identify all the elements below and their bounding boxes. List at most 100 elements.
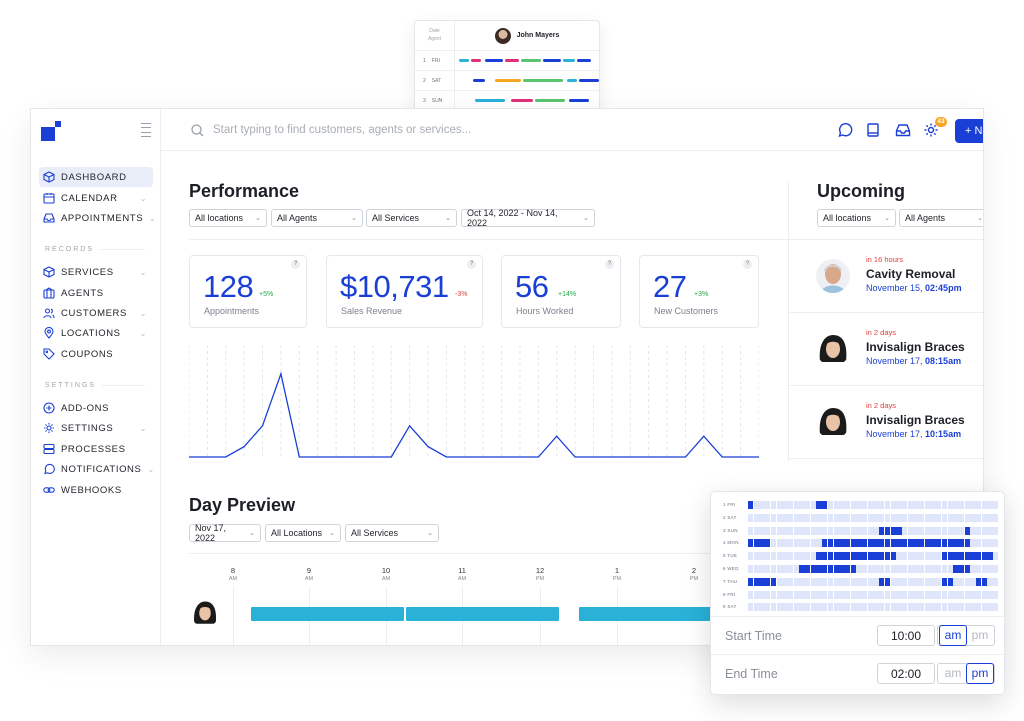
availability-slot[interactable] [993, 577, 999, 586]
availability-slot[interactable] [787, 501, 794, 509]
help-icon[interactable]: ? [291, 260, 300, 269]
availability-slot[interactable] [884, 552, 891, 561]
availability-slot[interactable] [839, 590, 845, 599]
availability-slot[interactable] [901, 539, 908, 548]
availability-slot[interactable] [782, 603, 788, 612]
availability-slot[interactable] [907, 552, 913, 561]
availability-slot[interactable] [822, 539, 828, 548]
availability-slot[interactable] [753, 552, 760, 561]
availability-slot[interactable] [873, 513, 879, 522]
availability-slot[interactable] [850, 539, 856, 548]
availability-slot[interactable] [958, 590, 965, 599]
availability-slot[interactable] [919, 603, 925, 612]
availability-slot[interactable] [981, 603, 988, 612]
availability-slot[interactable] [844, 603, 851, 612]
availability-slot[interactable] [816, 590, 822, 599]
availability-slot[interactable] [879, 526, 885, 535]
availability-slot[interactable] [964, 552, 970, 561]
availability-slot[interactable] [890, 501, 896, 509]
availability-slot[interactable] [810, 603, 817, 612]
availability-slot[interactable] [862, 552, 868, 561]
availability-slot[interactable] [799, 513, 805, 522]
availability-slot[interactable] [805, 552, 811, 561]
availability-slot[interactable] [879, 590, 885, 599]
availability-slot[interactable] [890, 552, 896, 561]
availability-slot[interactable] [862, 577, 868, 586]
availability-slot[interactable] [936, 501, 942, 509]
availability-slot[interactable] [976, 526, 982, 535]
availability-slot[interactable] [844, 552, 851, 561]
availability-slot[interactable] [879, 565, 885, 573]
availability-slot[interactable] [981, 577, 988, 586]
availability-slot[interactable] [953, 565, 959, 573]
availability-slot[interactable] [884, 501, 891, 509]
availability-slot[interactable] [827, 590, 834, 599]
availability-slot[interactable] [850, 513, 856, 522]
availability-slot[interactable] [993, 590, 999, 599]
availability-slot[interactable] [770, 526, 777, 535]
availability-slot[interactable] [901, 552, 908, 561]
availability-slot[interactable] [776, 539, 782, 548]
availability-slot[interactable] [873, 603, 879, 612]
availability-slot[interactable] [907, 590, 913, 599]
availability-slot[interactable] [867, 577, 874, 586]
availability-slot[interactable] [867, 513, 874, 522]
availability-slot[interactable] [970, 603, 976, 612]
upcoming-item[interactable]: in 2 days Invisalign Braces November 17,… [788, 313, 983, 386]
availability-slot[interactable] [770, 603, 777, 612]
availability-slot[interactable] [953, 577, 959, 586]
availability-slot[interactable] [953, 552, 959, 561]
availability-slot[interactable] [981, 590, 988, 599]
end-pm-toggle[interactable]: pm [966, 663, 994, 684]
availability-slot[interactable] [919, 501, 925, 509]
availability-slot[interactable] [833, 513, 839, 522]
availability-slot[interactable] [856, 501, 862, 509]
availability-slot[interactable] [839, 603, 845, 612]
availability-slot[interactable] [884, 603, 891, 612]
end-am-toggle[interactable]: am [944, 666, 962, 680]
availability-slot[interactable] [822, 577, 828, 586]
availability-slot[interactable] [805, 590, 811, 599]
availability-slot[interactable] [759, 590, 765, 599]
availability-slot[interactable] [936, 590, 942, 599]
availability-slot[interactable] [987, 539, 993, 548]
availability-slot[interactable] [907, 565, 913, 573]
availability-slot[interactable] [765, 526, 771, 535]
availability-slot[interactable] [759, 603, 765, 612]
availability-slot[interactable] [833, 526, 839, 535]
book-icon[interactable] [865, 122, 881, 138]
availability-slot[interactable] [970, 565, 976, 573]
availability-slot[interactable] [970, 577, 976, 586]
availability-slot[interactable] [862, 603, 868, 612]
availability-slot[interactable] [782, 565, 788, 573]
availability-slot[interactable] [759, 501, 765, 509]
availability-slot[interactable] [993, 539, 999, 548]
availability-slot[interactable] [913, 513, 919, 522]
availability-slot[interactable] [782, 513, 788, 522]
availability-slot[interactable] [799, 577, 805, 586]
availability-slot[interactable] [839, 526, 845, 535]
availability-slot[interactable] [793, 603, 799, 612]
availability-slot[interactable] [919, 526, 925, 535]
availability-slot[interactable] [867, 539, 874, 548]
availability-slot[interactable] [890, 590, 896, 599]
availability-slot[interactable] [958, 565, 965, 573]
availability-slot[interactable] [930, 590, 936, 599]
availability-slot[interactable] [924, 590, 931, 599]
availability-slot[interactable] [850, 590, 856, 599]
availability-slot[interactable] [787, 526, 794, 535]
availability-slot[interactable] [827, 603, 834, 612]
availability-slot[interactable] [748, 552, 754, 561]
availability-slot[interactable] [890, 565, 896, 573]
availability-slot[interactable] [765, 565, 771, 573]
availability-slot[interactable] [936, 577, 942, 586]
availability-slot[interactable] [913, 565, 919, 573]
availability-slot[interactable] [805, 603, 811, 612]
availability-slot[interactable] [765, 590, 771, 599]
availability-slot[interactable] [759, 552, 765, 561]
availability-slot[interactable] [913, 539, 919, 548]
availability-slot[interactable] [833, 603, 839, 612]
availability-slot[interactable] [941, 577, 948, 586]
availability-slot[interactable] [810, 565, 817, 573]
availability-slot[interactable] [776, 513, 782, 522]
